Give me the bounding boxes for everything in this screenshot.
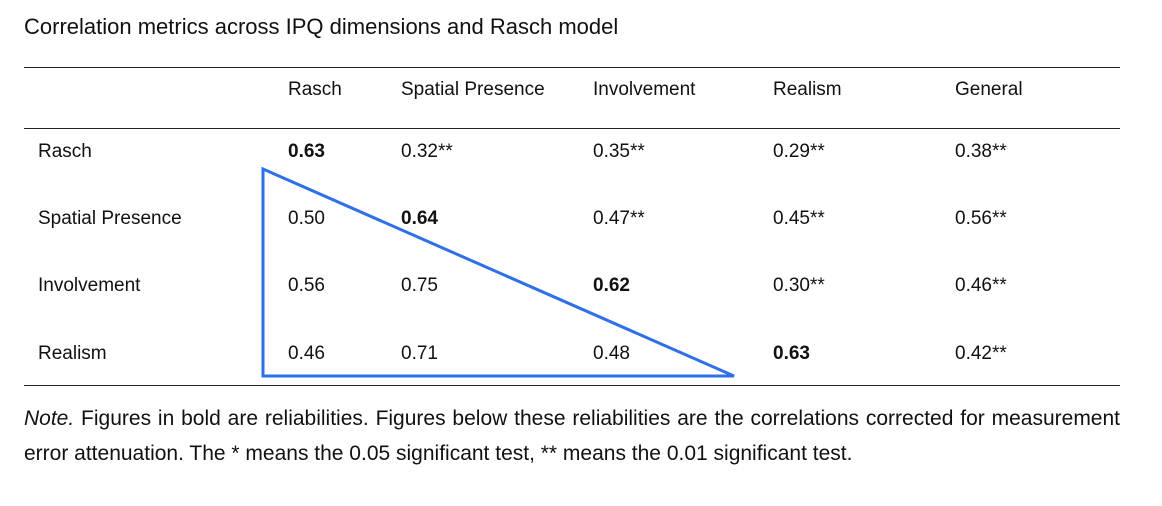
table-cell: 0.30** (773, 275, 825, 296)
column-header-realism: Realism (773, 79, 842, 100)
row-label-involvement: Involvement (38, 275, 141, 296)
column-header-rasch: Rasch (288, 79, 342, 100)
row-label-realism: Realism (38, 343, 107, 364)
table-cell: 0.38** (955, 141, 1007, 162)
table-cell: 0.29** (773, 141, 825, 162)
table-cell: 0.42** (955, 343, 1007, 364)
table-note: Note. Figures in bold are reliabilities.… (24, 401, 1120, 471)
table-cell: 0.62 (593, 275, 630, 296)
table-cell: 0.46** (955, 275, 1007, 296)
table-top-rule (24, 67, 1120, 68)
table-cell: 0.50 (288, 208, 325, 229)
table-cell: 0.63 (288, 141, 325, 162)
row-label-rasch: Rasch (38, 141, 92, 162)
header-rule (24, 128, 1120, 129)
note-label: Note. (24, 407, 75, 430)
table-cell: 0.63 (773, 343, 810, 364)
column-header-spatial-presence: Spatial Presence (401, 79, 545, 100)
table-cell: 0.45** (773, 208, 825, 229)
note-text: Figures in bold are reliabilities. Figur… (24, 407, 1120, 465)
triangle-outline (261, 166, 735, 378)
table-cell: 0.46 (288, 343, 325, 364)
row-label-spatial-presence: Spatial Presence (38, 208, 182, 229)
column-header-involvement: Involvement (593, 79, 696, 100)
column-header-general: General (955, 79, 1023, 100)
table-bottom-rule (24, 385, 1120, 386)
table-cell: 0.47** (593, 208, 645, 229)
table-cell: 0.56** (955, 208, 1007, 229)
table-title: Correlation metrics across IPQ dimension… (24, 14, 619, 39)
table-cell: 0.32** (401, 141, 453, 162)
table-cell: 0.71 (401, 343, 438, 364)
table-cell: 0.64 (401, 208, 438, 229)
table-cell: 0.48 (593, 343, 630, 364)
table-cell: 0.75 (401, 275, 438, 296)
table-cell: 0.56 (288, 275, 325, 296)
table-cell: 0.35** (593, 141, 645, 162)
